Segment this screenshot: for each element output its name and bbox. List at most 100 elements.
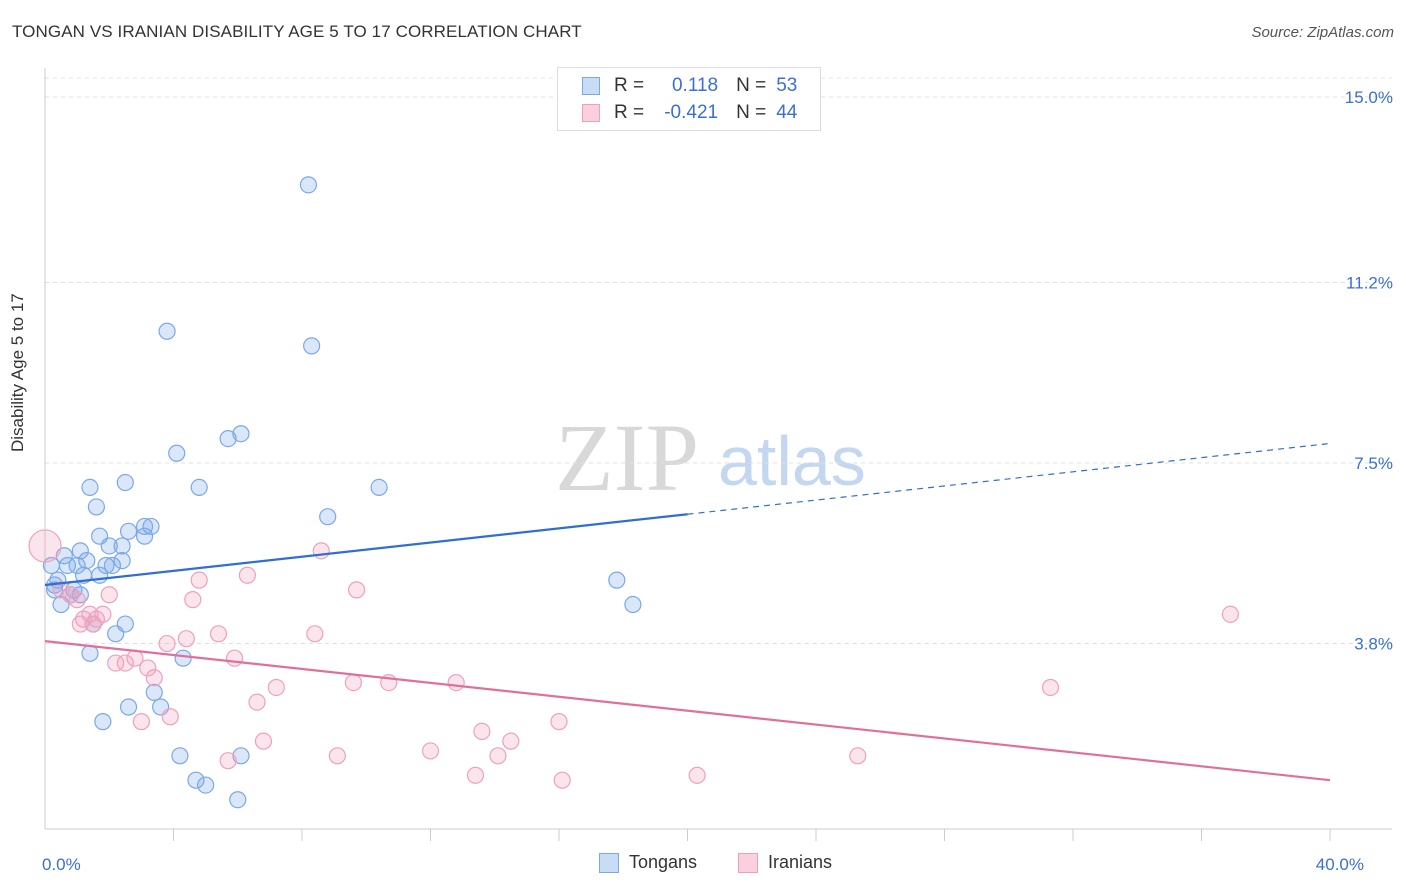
y-tick-label: 15.0% [1345, 88, 1393, 107]
iranians-point [421, 742, 440, 760]
tongans-point [58, 556, 77, 575]
iranians-point [52, 581, 70, 599]
x-tick-label: 40.0% [1316, 855, 1364, 874]
tongans-point [71, 542, 89, 560]
iranians-point [553, 771, 571, 789]
tongans-point [187, 771, 205, 789]
y-tick-label: 7.5% [1354, 454, 1393, 473]
y-axis-label: Disability Age 5 to 17 [8, 293, 27, 452]
r-label: R = [614, 75, 645, 96]
iranians-point [849, 747, 867, 765]
iranians-point [145, 669, 163, 687]
tongans-point [145, 683, 163, 701]
iranians-legend-label: Iranians [768, 852, 833, 872]
tongans-point [135, 527, 154, 545]
iranians-point [688, 766, 706, 784]
tongans-point [303, 337, 321, 355]
x-tick-label: 0.0% [42, 855, 81, 874]
tongans-point [299, 176, 318, 194]
watermark-zip: ZIP [555, 404, 699, 511]
r-label: R = [614, 102, 645, 123]
iranians-point [550, 713, 568, 731]
iranians-point [254, 732, 273, 750]
iranians-point [312, 542, 330, 560]
tongans-trendline-extrapolated [687, 442, 1331, 515]
tongans-point [100, 537, 118, 555]
tongans-point [113, 551, 131, 570]
y-tick-label: 3.8% [1354, 635, 1393, 654]
iranians-point [190, 571, 208, 589]
iranians-point [116, 654, 134, 672]
tongans-point [97, 556, 115, 575]
iranians-point [209, 625, 228, 643]
tongans-point [319, 508, 337, 526]
tongans-point [87, 498, 106, 516]
iranians-point [158, 634, 176, 653]
legend-item-iranians[interactable]: Iranians [738, 852, 832, 873]
iranians-point [466, 766, 485, 784]
iranians-trendline [44, 640, 1331, 782]
iranians-point [473, 722, 491, 741]
iranians-point [161, 708, 179, 726]
iranians-swatch [582, 104, 600, 122]
tongans-point [197, 776, 215, 794]
tongans-point [370, 478, 388, 496]
legend-item-tongans[interactable]: Tongans [599, 852, 697, 873]
tongans-point [81, 644, 99, 662]
iranians-point [132, 713, 150, 731]
tongans-point [168, 444, 186, 462]
iranians-point [306, 625, 324, 643]
tongans-point [135, 517, 154, 536]
iranians-point [447, 673, 465, 692]
tongans-legend-swatch [599, 852, 619, 873]
tongans-point [219, 430, 237, 448]
tongans-point [78, 551, 96, 570]
watermark-atlas: atlas [718, 422, 866, 500]
n-label: N = [736, 102, 767, 123]
tongans-r-value: 0.118 [671, 75, 719, 96]
tongans-point [81, 478, 99, 496]
tongans-point [190, 478, 208, 496]
tongans-point [608, 571, 626, 589]
iranians-point [238, 566, 256, 584]
iranians-point [94, 605, 112, 623]
legend-row-iranians: R = -0.421 N = 44 [582, 100, 797, 126]
tongans-point [624, 595, 642, 614]
iranians-point [344, 673, 362, 692]
iranians-point [100, 586, 118, 604]
tongans-point [116, 473, 134, 492]
y-tick-label: 11.2% [1346, 273, 1393, 292]
tongans-point [113, 537, 131, 555]
tongans-point [158, 322, 176, 340]
iranians-point [267, 678, 285, 697]
tongans-point [232, 425, 250, 443]
iranians-point [248, 693, 266, 711]
tongans-point [174, 649, 192, 667]
iranians-point [1041, 678, 1060, 697]
tongans-n-value: 53 [776, 75, 798, 96]
iranians-point [348, 581, 366, 599]
iranians-point [184, 591, 202, 609]
iranians-point [502, 732, 520, 750]
legend-row-tongans: R = 0.118 N = 53 [582, 73, 797, 99]
tongans-point [142, 517, 160, 536]
tongans-point [116, 615, 134, 633]
chart-title: TONGAN VS IRANIAN DISABILITY AGE 5 TO 17… [12, 22, 582, 41]
iranians-legend-swatch [738, 852, 758, 873]
iranians-point [489, 747, 507, 765]
iranians-r-value: -0.421 [664, 102, 719, 123]
source-label: Source: ZipAtlas.com [1251, 24, 1394, 41]
tongans-point [171, 747, 189, 765]
tongans-swatch [582, 77, 600, 95]
iranians-point [219, 752, 237, 770]
iranians-point [225, 649, 244, 667]
iranians-point [328, 747, 346, 765]
tongans-point [119, 698, 138, 716]
iranians-point [1221, 605, 1240, 623]
iranians-point [28, 529, 62, 563]
tongans-legend-label: Tongans [629, 852, 698, 872]
tongans-trendline [44, 513, 688, 587]
iranians-point [177, 630, 195, 648]
iranians-point [107, 654, 125, 672]
